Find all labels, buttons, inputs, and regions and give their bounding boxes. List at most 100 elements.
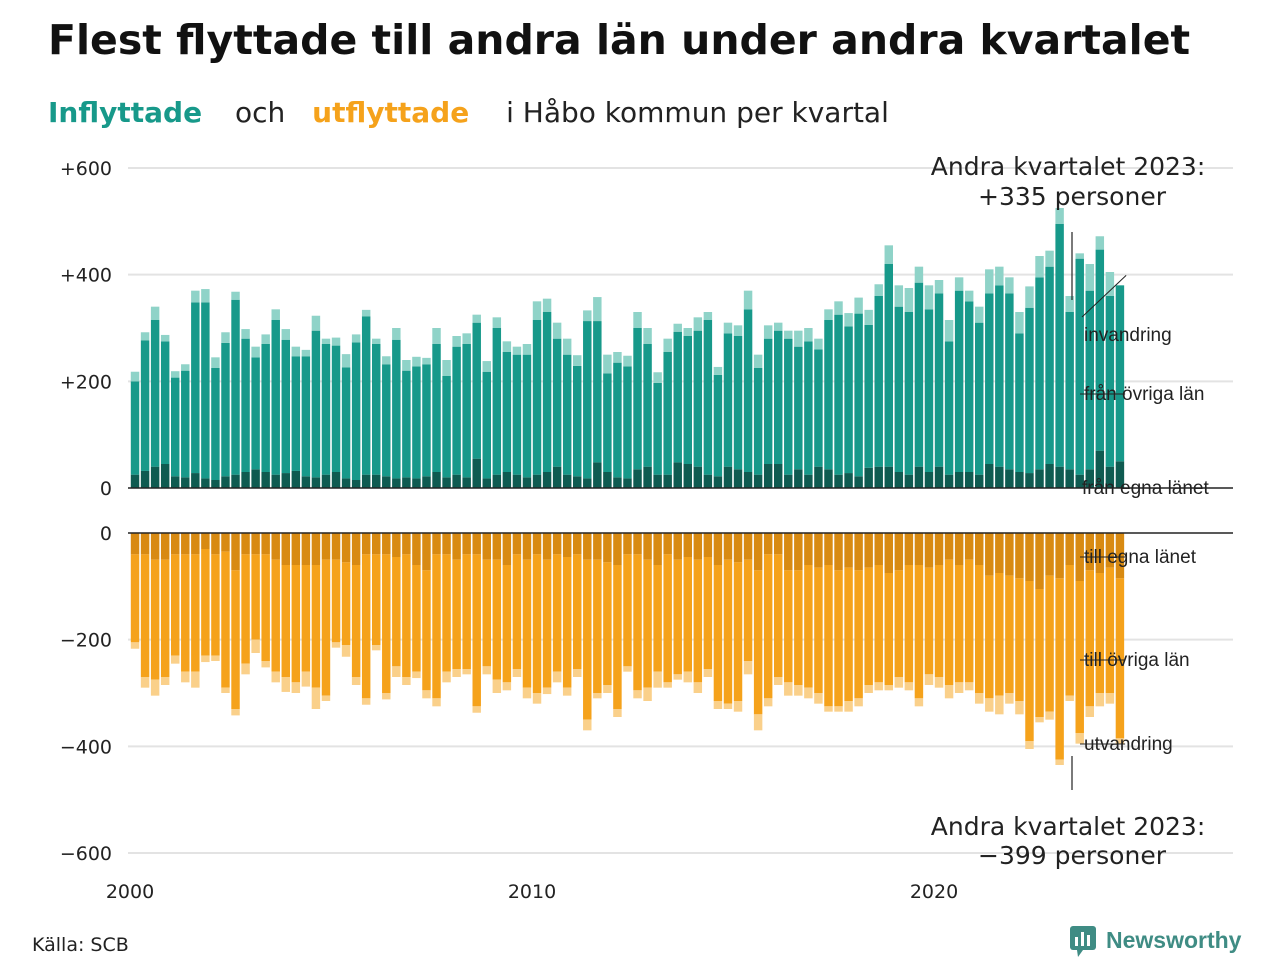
bar-upper-från-egna-länet: [1085, 469, 1094, 488]
bar-lower-utvandring: [181, 671, 190, 683]
bar-upper-från-övriga-län: [603, 373, 612, 472]
bar-lower-utvandring: [140, 677, 150, 688]
x-tick-labels: 2000 2010 2020: [106, 881, 958, 903]
bar-lower-utvandring: [241, 663, 250, 675]
bar-lower-till-egna-länet: [402, 533, 411, 555]
bar-upper-från-egna-länet: [583, 478, 592, 488]
bar-lower-till-egna-länet: [1095, 533, 1105, 573]
bar-lower-till-egna-länet: [271, 533, 280, 560]
series-label-till-övriga-län: till övriga län: [1084, 650, 1190, 671]
bar-lower-till-egna-länet: [231, 533, 240, 571]
bar-upper-från-egna-länet: [954, 472, 964, 488]
bar-lower-till-övriga-län: [452, 559, 461, 669]
bar-lower-till-egna-länet: [261, 533, 270, 555]
x-tick: 2000: [106, 881, 154, 903]
bar-upper-invandring: [221, 332, 230, 343]
bar-upper-invandring: [633, 312, 642, 328]
bar-lower-utvandring: [432, 698, 441, 707]
bar-lower-till-egna-länet: [181, 533, 190, 555]
bar-lower-utvandring: [372, 645, 381, 651]
bar-lower-till-övriga-län: [934, 565, 944, 677]
bar-lower-till-egna-länet: [201, 533, 210, 549]
bar-lower-till-övriga-län: [251, 554, 260, 640]
bar-lower-till-övriga-län: [894, 570, 904, 677]
bar-lower-utvandring: [753, 714, 763, 731]
bar-lower-till-övriga-län: [130, 554, 140, 643]
bar-upper-från-övriga-län: [663, 352, 672, 475]
bar-lower-utvandring: [301, 671, 311, 687]
bar-upper-från-egna-länet: [552, 466, 562, 488]
bar-upper-från-egna-länet: [904, 474, 914, 488]
bar-upper-från-övriga-län: [763, 338, 773, 464]
bar-upper-från-övriga-län: [542, 312, 552, 472]
bar-lower-utvandring: [593, 693, 602, 699]
y-tick-lower: −200: [60, 630, 112, 652]
bar-lower-till-övriga-län: [573, 554, 582, 669]
bar-lower-till-övriga-län: [221, 551, 230, 688]
upper-annotation: Andra kvartalet 2023: +335 personer: [931, 152, 1213, 211]
bar-upper-från-övriga-län: [1025, 307, 1034, 474]
bar-lower-utvandring: [412, 671, 421, 679]
bar-upper-från-övriga-län: [181, 370, 190, 478]
bar-lower-utvandring: [201, 655, 210, 663]
bar-lower-till-övriga-län: [1015, 578, 1024, 701]
bar-upper-från-övriga-län: [221, 342, 230, 477]
bar-lower-utvandring: [784, 682, 793, 696]
series-labels: invandring från övriga län från egna länet…: [1080, 274, 1209, 755]
bar-lower-till-övriga-län: [402, 554, 411, 677]
bar-lower-utvandring: [924, 674, 934, 685]
bar-lower-till-egna-länet: [944, 533, 954, 560]
bar-upper-från-övriga-län: [693, 330, 703, 467]
bar-upper-från-övriga-län: [462, 344, 471, 478]
bar-lower-till-övriga-län: [633, 554, 642, 691]
bar-upper-från-övriga-län: [351, 342, 361, 480]
bar-lower-utvandring: [613, 709, 622, 717]
bar-lower-till-egna-länet: [1115, 533, 1125, 579]
bar-upper-från-egna-länet: [231, 474, 240, 488]
bar-lower-till-egna-länet: [673, 533, 682, 560]
bar-lower-utvandring: [271, 671, 280, 683]
bar-upper-från-egna-länet: [1035, 469, 1044, 488]
bar-lower-till-egna-länet: [502, 533, 512, 565]
bar-upper-invandring: [914, 266, 924, 283]
bar-upper-från-egna-länet: [884, 466, 893, 488]
bar-lower-utvandring: [693, 682, 703, 693]
bar-lower-till-övriga-län: [301, 565, 311, 672]
bar-upper-invandring: [824, 309, 833, 320]
bar-lower-till-övriga-län: [804, 565, 813, 688]
bar-upper-invandring: [1075, 253, 1084, 259]
bar-upper-från-övriga-län: [874, 296, 883, 467]
bar-upper-invandring: [713, 366, 723, 375]
axis-lines: [128, 487, 1233, 534]
bar-upper-från-egna-länet: [261, 472, 270, 488]
bar-upper-invandring: [804, 328, 813, 342]
bar-lower-till-övriga-län: [532, 554, 542, 693]
bar-upper-från-övriga-län: [844, 326, 853, 474]
bar-upper-invandring: [723, 322, 733, 334]
bar-lower-utvandring: [774, 677, 783, 685]
bar-upper-från-övriga-län: [392, 339, 401, 479]
bar-upper-från-övriga-län: [995, 285, 1004, 467]
bar-upper-invandring: [593, 297, 602, 322]
bar-upper-invandring: [864, 309, 873, 325]
bar-lower-utvandring: [844, 701, 853, 712]
bar-upper-invandring: [1005, 277, 1014, 294]
bar-lower-till-övriga-län: [844, 567, 853, 701]
bar-upper-invandring: [733, 325, 743, 336]
bar-lower-till-övriga-län: [593, 559, 602, 693]
bar-upper-från-övriga-län: [211, 368, 220, 480]
subtitle-outflow-word: utflyttade: [312, 96, 469, 129]
bar-lower-utvandring: [211, 655, 220, 661]
bar-upper-från-övriga-län: [774, 330, 783, 464]
bar-upper-från-egna-länet: [1005, 469, 1014, 488]
bar-lower-utvandring: [472, 706, 481, 713]
bar-upper-invandring: [402, 360, 411, 371]
bar-lower-till-egna-länet: [1075, 533, 1084, 581]
bar-lower-utvandring: [402, 677, 411, 685]
bar-lower-till-övriga-län: [1055, 578, 1064, 760]
bar-upper-invandring: [211, 357, 220, 368]
bar-upper-från-övriga-län: [311, 330, 321, 478]
bar-upper-från-egna-länet: [774, 464, 783, 488]
bar-upper-från-egna-länet: [211, 480, 220, 488]
bar-upper-invandring: [954, 277, 964, 291]
